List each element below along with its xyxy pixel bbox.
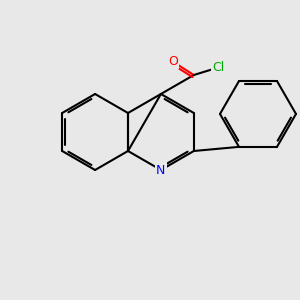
Text: N: N (156, 164, 166, 176)
Text: Cl: Cl (212, 61, 225, 74)
Text: O: O (168, 55, 178, 68)
